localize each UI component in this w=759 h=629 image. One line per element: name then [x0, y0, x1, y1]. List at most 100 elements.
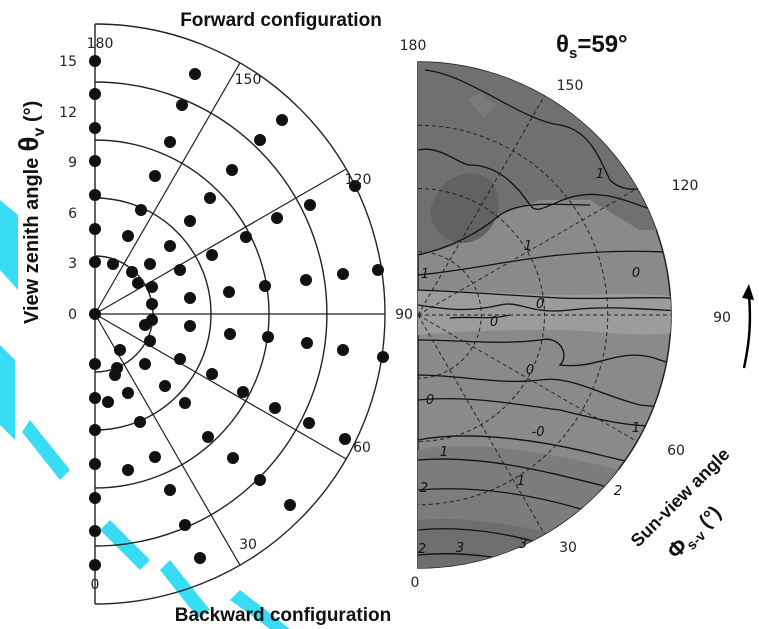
sample-point	[271, 212, 283, 224]
angle-label: 30	[239, 537, 257, 553]
radial-tick-label: 0	[68, 307, 77, 323]
sample-point	[89, 308, 101, 320]
contour-label: 0	[426, 393, 434, 408]
sample-point	[189, 68, 201, 80]
sample-point	[89, 492, 101, 504]
sample-point	[206, 368, 218, 380]
sample-point	[226, 164, 238, 176]
right-angle-label: 60	[667, 443, 685, 459]
sample-point	[89, 256, 101, 268]
right-angle-top: 180	[400, 38, 427, 54]
sample-point	[300, 274, 312, 286]
contour-label: 1	[440, 445, 448, 460]
backward-title: Backward configuration	[175, 605, 391, 626]
contour-label: 1	[524, 239, 532, 254]
sample-point	[184, 292, 196, 304]
y-axis-title: View zenith angleθv (°)	[13, 101, 48, 324]
right-spoke	[418, 95, 545, 316]
contour-label: 0	[490, 315, 498, 330]
sample-point	[102, 396, 114, 408]
angle-label-bottom: 0	[91, 577, 100, 593]
angle-label: 120	[345, 172, 372, 188]
sample-point	[89, 525, 101, 537]
contour-label: 2	[614, 484, 622, 499]
sample-point	[89, 358, 101, 370]
right-angle-label: 150	[557, 78, 584, 94]
sample-point	[89, 458, 101, 470]
contour-label: 1	[421, 267, 429, 282]
sample-point	[89, 223, 101, 235]
watermark-stripe	[230, 590, 290, 629]
left-sample-points	[89, 55, 389, 571]
sample-point	[179, 519, 191, 531]
angle-label: 90	[395, 307, 413, 323]
sample-point	[206, 249, 218, 261]
contour-label: 2	[420, 481, 428, 496]
contour-label: 0	[536, 297, 544, 312]
sample-point	[164, 240, 176, 252]
sample-point	[276, 114, 288, 126]
contour-label: 1	[517, 474, 525, 489]
sun-view-angle-label: Sun-view angle	[627, 444, 734, 551]
sample-point	[89, 559, 101, 571]
sample-point	[89, 189, 101, 201]
left-grid	[94, 23, 386, 605]
left-spoke	[94, 168, 347, 315]
sample-point	[179, 397, 191, 409]
sample-point	[132, 277, 144, 289]
right-spoke	[418, 314, 638, 442]
sample-point	[135, 204, 147, 216]
sample-point	[259, 280, 271, 292]
sample-point	[89, 55, 101, 67]
svg-text:View zenith angleθv (°): View zenith angleθv (°)	[13, 101, 48, 324]
left-spoke	[94, 313, 347, 460]
sample-point	[164, 136, 176, 148]
watermark-stripe	[0, 345, 15, 440]
radial-tick-label: 6	[68, 206, 77, 222]
watermark-stripe	[0, 200, 18, 290]
sample-point	[301, 337, 313, 349]
sample-point	[202, 431, 214, 443]
sample-point	[269, 402, 281, 414]
sample-point	[107, 258, 119, 270]
sample-point	[146, 281, 158, 293]
sample-point	[144, 258, 156, 270]
sample-point	[303, 417, 315, 429]
sample-point	[149, 170, 161, 182]
sample-point	[159, 380, 171, 392]
sample-point	[122, 387, 134, 399]
sample-point	[184, 320, 196, 332]
sample-point	[122, 464, 134, 476]
sun-zenith-label: θs=59°	[556, 31, 628, 62]
contour-label: -0	[532, 425, 545, 440]
sample-point	[89, 392, 101, 404]
forward-title: Forward configuration	[180, 10, 382, 31]
angle-label: 150	[235, 72, 262, 88]
sample-point	[240, 231, 252, 243]
sample-point	[89, 88, 101, 100]
sample-point	[122, 230, 134, 242]
sample-point	[114, 344, 126, 356]
sample-point	[194, 552, 206, 564]
sample-point	[139, 319, 151, 331]
right-angle-label: 30	[559, 540, 577, 556]
radial-tick-label: 3	[68, 256, 77, 272]
right-angle-bottom: 0	[411, 575, 420, 591]
watermark-stripe	[100, 520, 150, 570]
sample-point	[304, 199, 316, 211]
sample-point	[174, 264, 186, 276]
right-spoke	[418, 314, 545, 535]
sample-point	[126, 266, 138, 278]
sample-point	[164, 484, 176, 496]
sample-point	[337, 344, 349, 356]
sample-point	[349, 180, 361, 192]
contour-label: 1	[632, 421, 640, 436]
contour-label: 3	[519, 537, 527, 552]
sample-point	[337, 268, 349, 280]
sample-point	[339, 433, 351, 445]
sample-point	[144, 335, 156, 347]
sample-point	[146, 298, 158, 310]
